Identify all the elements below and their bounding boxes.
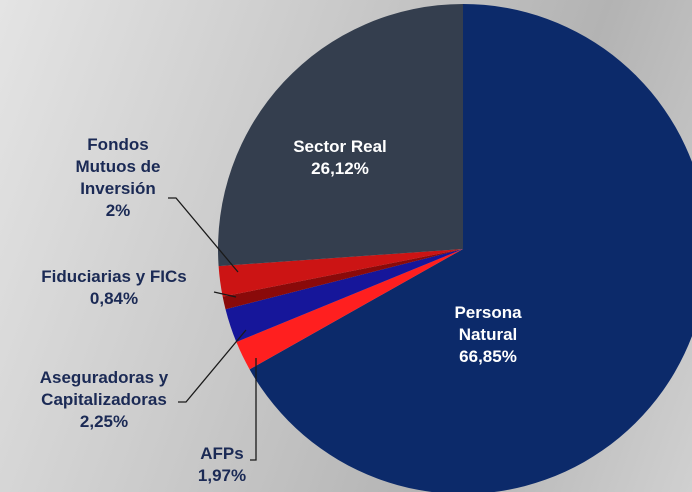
category-label: Sector Real xyxy=(293,137,387,156)
leader-line xyxy=(178,329,247,403)
slice-label: Persona Natural 66,85% xyxy=(433,302,543,368)
category-label: Fiduciarias y FICs xyxy=(41,267,187,286)
slice-label: Sector Real 26,12% xyxy=(275,136,405,180)
pie-slice xyxy=(218,249,463,297)
slice-label: Aseguradoras y Capitalizadoras 2,25% xyxy=(14,367,194,433)
slice-label: AFPs 1,97% xyxy=(192,443,252,487)
value-label: 1,97% xyxy=(197,466,247,485)
category-label: AFPs xyxy=(200,444,244,463)
value-label: 2% xyxy=(105,201,131,220)
leader-lines xyxy=(168,197,257,461)
category-label: Fondos Mutuos de Inversión xyxy=(75,135,161,198)
category-label: Aseguradoras y Capitalizadoras xyxy=(39,368,169,409)
slice-label: Fondos Mutuos de Inversión 2% xyxy=(63,134,173,222)
slice-label: Fiduciarias y FICs 0,84% xyxy=(9,266,219,310)
value-label: 2,25% xyxy=(79,412,129,431)
pie-slice xyxy=(249,4,692,492)
leader-line xyxy=(250,358,257,461)
pie-slice xyxy=(236,249,463,370)
pie-slice xyxy=(218,4,463,267)
value-label: 26,12% xyxy=(311,159,369,178)
leader-line xyxy=(168,197,239,273)
value-label: 66,85% xyxy=(459,347,517,366)
category-label: Persona Natural xyxy=(454,303,522,344)
pie-slice xyxy=(222,249,463,310)
pie-slice xyxy=(225,249,463,343)
value-label: 0,84% xyxy=(89,289,139,308)
leader-line xyxy=(213,291,237,298)
